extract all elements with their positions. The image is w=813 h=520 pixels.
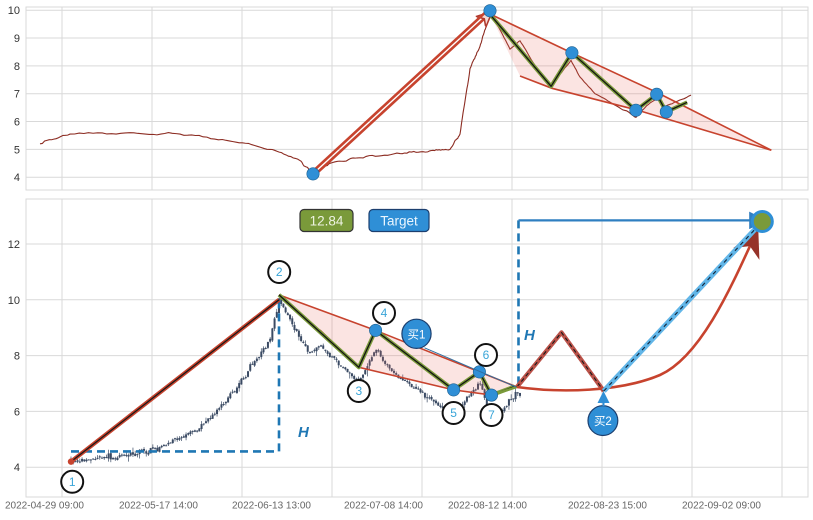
svg-text:6: 6 [14,406,20,418]
svg-text:5: 5 [450,406,457,420]
svg-text:2022-08-12 14:00: 2022-08-12 14:00 [448,501,527,512]
svg-text:4: 4 [14,462,20,474]
svg-text:10: 10 [8,295,20,307]
svg-text:6: 6 [483,348,490,362]
svg-text:H: H [524,327,536,344]
svg-text:6: 6 [14,117,20,129]
svg-text:4: 4 [381,306,388,320]
svg-text:2: 2 [276,265,283,279]
svg-text:Target: Target [380,214,418,229]
svg-text:5: 5 [14,144,20,156]
svg-text:2022-06-13 13:00: 2022-06-13 13:00 [232,501,311,512]
svg-text:1: 1 [69,475,76,489]
svg-text:2022-09-02 09:00: 2022-09-02 09:00 [682,501,761,512]
svg-text:10: 10 [8,5,20,17]
svg-text:2022-07-08 14:00: 2022-07-08 14:00 [344,501,423,512]
svg-text:买1: 买1 [408,328,426,341]
svg-text:9: 9 [14,33,20,45]
svg-text:4: 4 [14,172,20,184]
svg-text:7: 7 [14,89,20,101]
svg-text:12.84: 12.84 [310,214,344,229]
svg-text:2022-04-29 09:00: 2022-04-29 09:00 [5,501,84,512]
svg-text:2022-08-23 15:00: 2022-08-23 15:00 [568,501,647,512]
svg-text:8: 8 [14,351,20,363]
svg-text:买2: 买2 [594,415,612,428]
svg-text:12: 12 [8,239,20,251]
svg-text:8: 8 [14,61,20,73]
svg-text:2022-05-17 14:00: 2022-05-17 14:00 [119,501,198,512]
svg-text:3: 3 [355,384,362,398]
svg-text:H: H [298,424,310,441]
svg-text:7: 7 [488,408,495,422]
